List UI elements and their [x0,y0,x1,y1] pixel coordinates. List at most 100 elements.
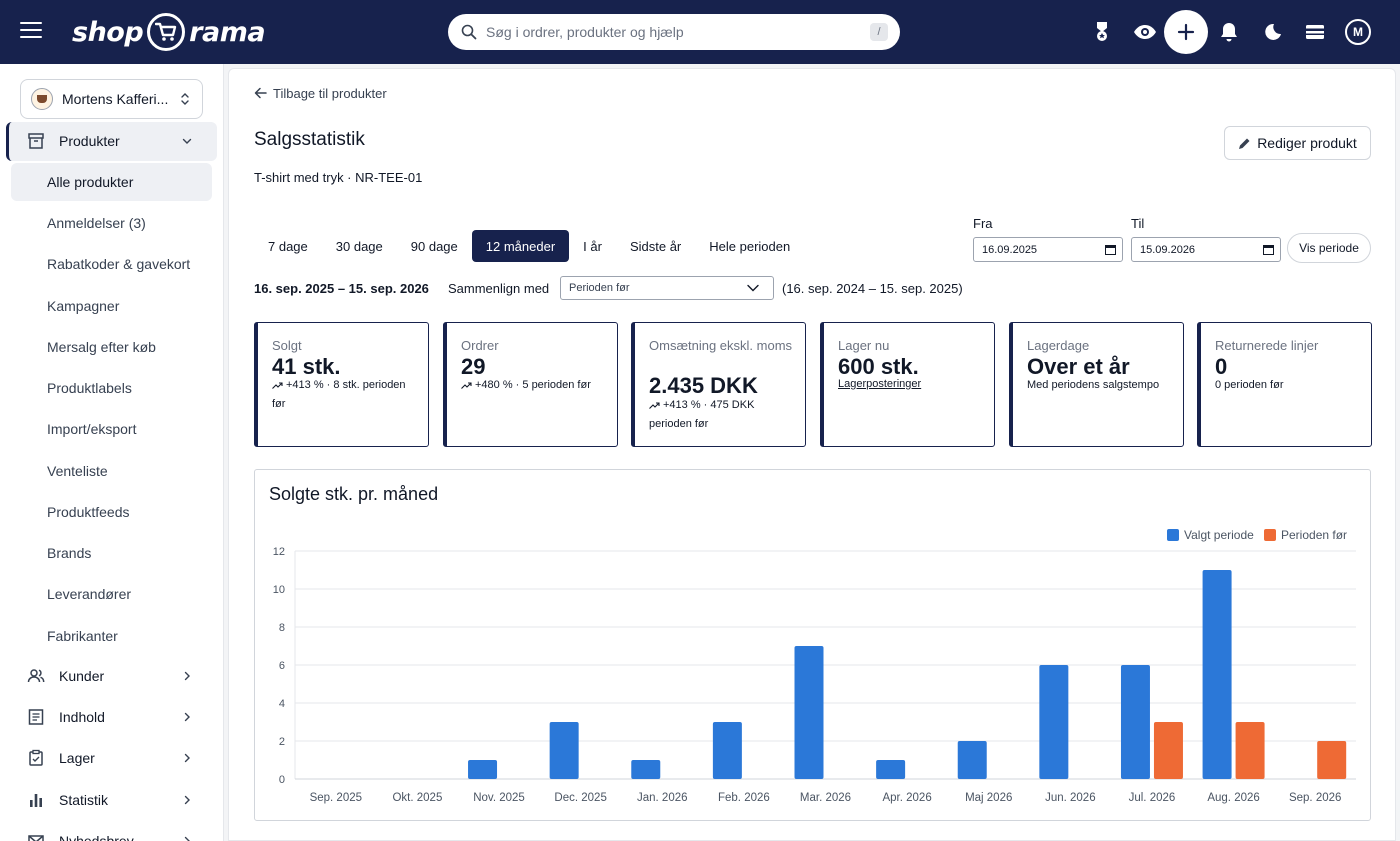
award-icon[interactable] [1090,20,1114,44]
sidebar-subitem-brands[interactable]: Brands [47,545,92,561]
sales-chart: Solgte stk. pr. måned 0 2 4 6 8 10 12 Sep. 2025… [254,469,1371,821]
kpi-value: 600 stk. [838,354,919,379]
card-icon[interactable] [1303,20,1327,44]
arrow-left-icon [254,87,267,99]
create-button[interactable] [1164,10,1208,54]
period-tab-all[interactable]: Hele perioden [709,238,791,254]
kpi-card-sold: Solgt 41 stk. +413 % · 8 stk. perioden f… [254,322,429,447]
sidebar-subitem-feeds[interactable]: Produktfeeds [47,504,130,520]
bar-selected [1120,665,1150,779]
archive-icon [28,133,44,149]
back-link[interactable]: Tilbage til produkter [254,84,387,102]
kpi-value: 41 stk. [272,354,341,379]
stock-ledger-link[interactable]: Lagerposteringer [838,378,922,390]
chevron-updown-icon [181,93,189,105]
period-tab-7d[interactable]: 7 dage [268,238,308,254]
bar-selected [1202,570,1232,779]
sidebar-subitem-manufacturers[interactable]: Fabrikanter [47,628,118,644]
period-tab-this-year[interactable]: I år [583,238,602,254]
to-date-input[interactable]: 15.09.2026 [1131,237,1281,262]
legend-swatch [1167,529,1179,541]
bar-previous [1153,722,1183,779]
x-tick-label: Nov. 2025 [473,792,525,804]
trend-up-icon [649,402,660,409]
search-bar: / [448,14,900,50]
bar-selected [468,760,498,779]
chevron-down-icon [182,138,192,144]
mail-icon [28,835,44,841]
to-label: Til [1131,216,1145,231]
sidebar-subitem-reviews[interactable]: Anmeldelser (3) [47,215,146,231]
page-title: Salgsstatistik [254,129,365,150]
kpi-note: +480 % · 5 perioden før [461,376,609,395]
sidebar-item-label: Indhold [59,709,105,725]
period-tab-90d[interactable]: 90 dage [410,238,458,254]
bar-previous [1235,722,1265,779]
bar-previous [1317,741,1347,779]
sidebar-item-label: Lager [59,750,95,766]
sidebar-subitem-campaigns[interactable]: Kampagner [47,298,120,314]
sidebar-item-inventory[interactable]: Lager [0,740,224,776]
bar-selected [876,760,906,779]
edit-product-button[interactable]: Rediger produkt [1224,126,1371,160]
y-tick-label: 12 [273,546,285,558]
sidebar-subitem-discounts[interactable]: Rabatkoder & gavekort [47,256,191,272]
bar-selected [549,722,579,779]
sidebar-item-content[interactable]: Indhold [0,699,224,735]
legend-label: Valgt periode [1184,528,1254,542]
sidebar-item-label: Kunder [59,668,105,684]
sidebar-subitem-all-products[interactable]: Alle produkter [11,163,212,201]
sidebar-subitem-waitlist[interactable]: Venteliste [47,463,108,479]
period-tab-30d[interactable]: 30 dage [335,238,383,254]
bell-icon[interactable] [1217,20,1241,44]
sidebar-item-newsletter[interactable]: Nyhedsbrev [0,823,224,841]
from-date-value: 16.09.2025 [982,243,1038,256]
x-tick-label: Sep. 2025 [310,792,362,804]
product-identifier: T-shirt med tryk · NR-TEE-01 [254,170,423,185]
y-tick-label: 10 [273,584,285,596]
kpi-value: 2.435 DKK [649,373,758,398]
trend-up-icon [461,382,472,389]
search-input[interactable] [486,22,866,42]
period-tabs: 7 dage 30 dage 90 dage 12 måneder I år S… [254,230,804,262]
sidebar-item-customers[interactable]: Kunder [0,658,224,694]
sidebar: Mortens Kafferi... Produkter Alle produk… [0,64,224,841]
edit-product-label: Rediger produkt [1257,135,1357,151]
x-tick-label: Apr. 2026 [882,792,931,804]
show-period-button[interactable]: Vis periode [1287,233,1371,263]
period-tab-last-year[interactable]: Sidste år [629,238,682,254]
main-panel: Tilbage til produkter Salgsstatistik Red… [228,68,1396,841]
moon-icon[interactable] [1260,20,1284,44]
calendar-icon [1263,245,1274,255]
pencil-icon [1239,138,1250,149]
from-date-input[interactable]: 16.09.2025 [973,237,1123,262]
kpi-card-stock: Lager nu 600 stk. Lagerposteringer [820,322,995,447]
shop-name: Mortens Kafferi... [62,91,169,107]
x-tick-label: Jan. 2026 [637,792,688,804]
bar-selected [1039,665,1069,779]
logo[interactable]: shop rama [72,10,266,54]
chevron-right-icon [184,671,190,681]
to-date-value: 15.09.2026 [1140,243,1196,256]
period-tab-12m[interactable]: 12 måneder [471,230,570,262]
sidebar-subitem-import-export[interactable]: Import/eksport [47,421,137,437]
chart-title: Solgte stk. pr. måned [269,484,439,504]
kpi-value: 0 [1215,354,1228,379]
kpi-note: +413 % · 475 DKK perioden før [649,399,755,430]
avatar[interactable]: M [1345,19,1371,45]
eye-icon[interactable] [1133,20,1157,44]
menu-icon[interactable] [20,22,42,40]
bar-selected [712,722,742,779]
kpi-label: Returnerede linjer [1215,338,1319,353]
sidebar-subitem-upsell[interactable]: Mersalg efter køb [47,339,156,355]
kpi-label: Ordrer [461,338,499,353]
sidebar-subitem-suppliers[interactable]: Leverandører [47,586,132,602]
shop-selector[interactable]: Mortens Kafferi... [20,79,203,119]
clipboard-icon [29,749,43,766]
sidebar-item-statistics[interactable]: Statistik [0,782,224,818]
cart-icon [147,13,186,51]
compare-select[interactable]: Perioden før [560,276,774,300]
sidebar-subitem-labels[interactable]: Produktlabels [47,380,132,396]
sidebar-item-label: Nyhedsbrev [59,833,134,841]
sidebar-item-products[interactable]: Produkter [0,123,224,159]
